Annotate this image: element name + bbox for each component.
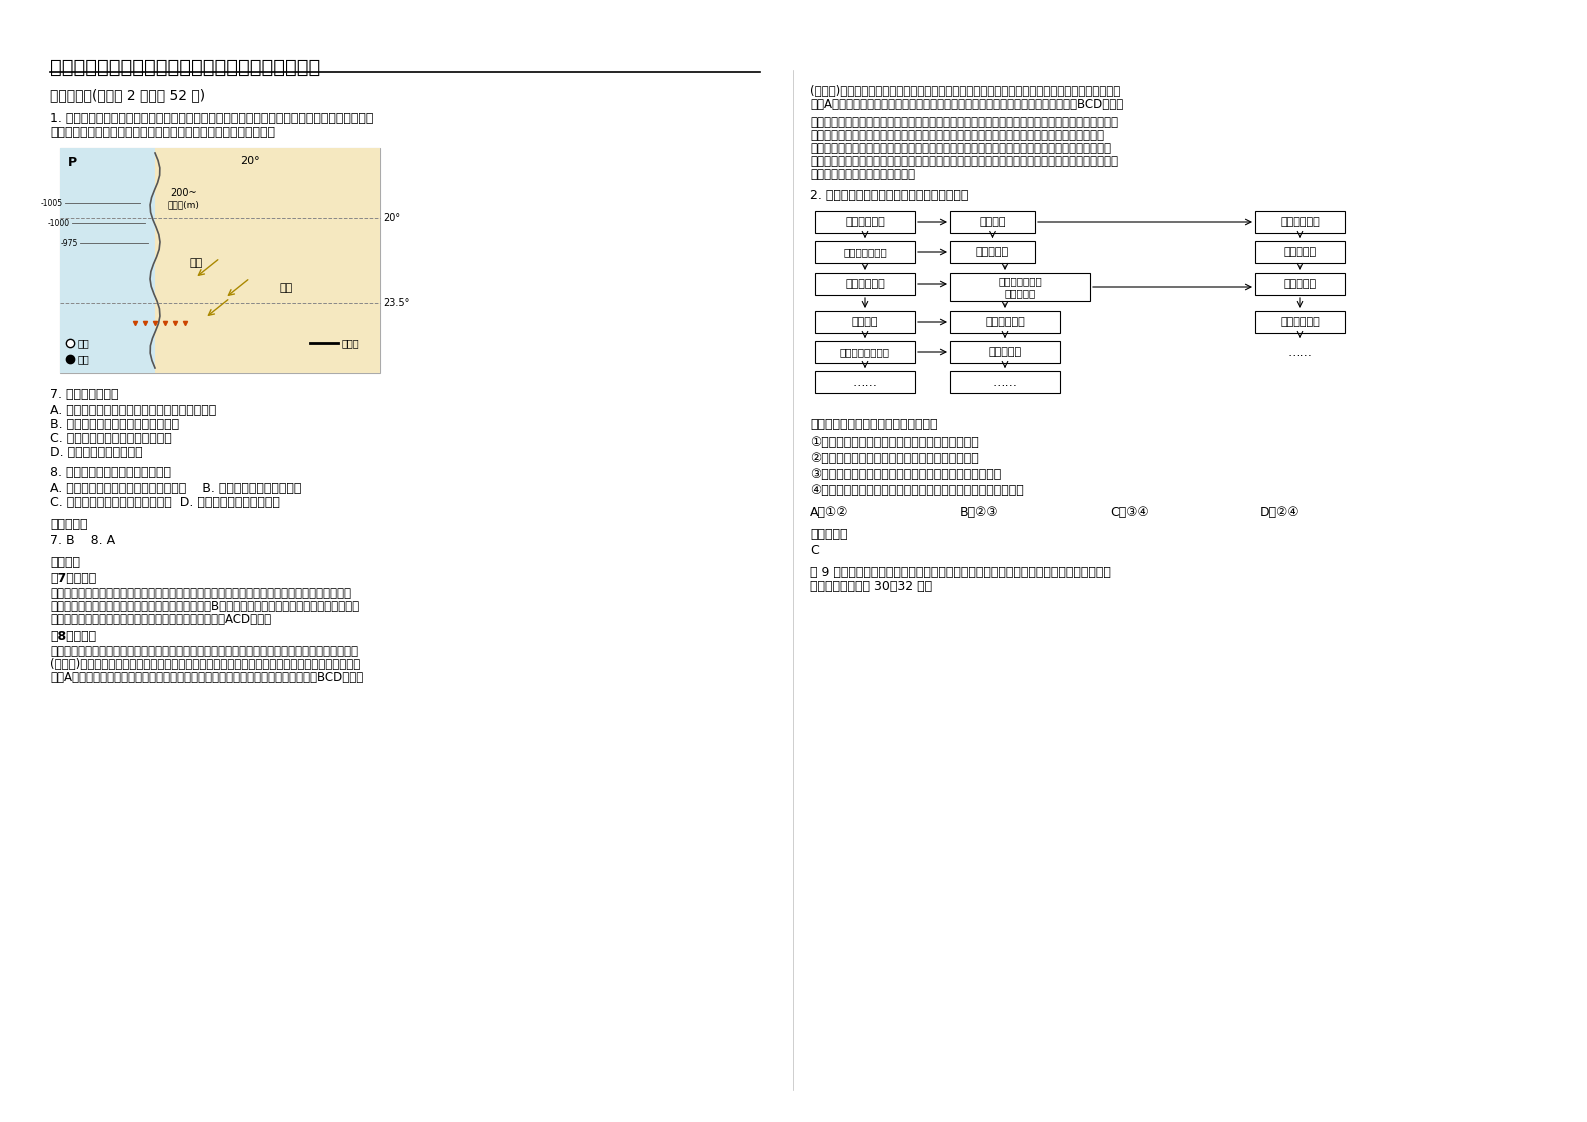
Bar [951, 211, 1035, 233]
Text: B．②③: B．②③ [960, 506, 998, 519]
Text: ……: …… [852, 376, 878, 388]
Text: 类资源丰富，利于火烈鸟的觅食。: 类资源丰富，利于火烈鸟的觅食。 [809, 168, 916, 181]
Text: ④影响奶牛业发展的因素有草原灾害、社会化程度、奶牛品质等: ④影响奶牛业发展的因素有草原灾害、社会化程度、奶牛品质等 [809, 484, 1024, 497]
Bar [951, 311, 1060, 333]
Text: 影响奶牛业发展
的其他因素: 影响奶牛业发展 的其他因素 [998, 276, 1043, 297]
Text: 草原人为灾害: 草原人为灾害 [846, 279, 886, 289]
Text: 7. 倒沙入海的形成: 7. 倒沙入海的形成 [51, 388, 119, 401]
Bar [1255, 211, 1346, 233]
Bar [816, 211, 916, 233]
Text: 200~: 200~ [170, 188, 197, 197]
Text: 海表明流沙是被离岸风吹拂入海的，蔚蓝海洋与火烈鸟表明该地区生态环境较好，沙漠表明该地区: 海表明流沙是被离岸风吹拂入海的，蔚蓝海洋与火烈鸟表明该地区生态环境较好，沙漠表明… [809, 142, 1111, 155]
Text: P: P [68, 156, 78, 169]
Text: 草原资源: 草原资源 [979, 217, 1006, 227]
Text: A. 反映当地水土流失严重，入海河流泥沙含量大: A. 反映当地水土流失严重，入海河流泥沙含量大 [51, 404, 216, 417]
Text: 20°: 20° [240, 156, 260, 166]
Text: (上升流)经过，营养物质为鱼类提供丰富饵料，火烈鸟以捕食鱼类为主，鱼类丰富吸引火烈鸟聚集。: (上升流)经过，营养物质为鱼类提供丰富饵料，火烈鸟以捕食鱼类为主，鱼类丰富吸引火… [809, 85, 1120, 98]
Text: A. 沿岸有上升流，鱼类丰富，利于觅食    B. 倒沙入海，营养物质丰富: A. 沿岸有上升流，鱼类丰富，利于觅食 B. 倒沙入海，营养物质丰富 [51, 482, 302, 495]
Text: 奶牛业的发展: 奶牛业的发展 [1281, 217, 1320, 227]
Bar [60, 148, 379, 373]
Bar [816, 273, 916, 295]
Bar [951, 371, 1060, 393]
Bar [951, 273, 1090, 301]
Bar [816, 341, 916, 364]
Text: 国界线: 国界线 [343, 338, 360, 348]
Text: -1000: -1000 [48, 219, 70, 228]
Text: 首都: 首都 [78, 355, 90, 364]
Text: 草原自然灾害: 草原自然灾害 [846, 217, 886, 227]
Text: ①过度放牧，使奶牛数量增多，促进奶牛业的发展: ①过度放牧，使奶牛数量增多，促进奶牛业的发展 [809, 436, 979, 449]
Text: 关于我国奶牛业发展的叙述，正确的是: 关于我国奶牛业发展的叙述，正确的是 [809, 419, 938, 431]
Text: 牧草、牲畜: 牧草、牲畜 [976, 247, 1009, 257]
Text: 沙漠: 沙漠 [279, 283, 294, 293]
Text: 变化图。读图回答 30～32 题。: 变化图。读图回答 30～32 题。 [809, 580, 932, 594]
Text: 参考答案：: 参考答案： [809, 528, 847, 541]
Text: (上升流)经过，营养物质为鱼类提供丰富饵料，火烈鸟以捕食鱼类为主，鱼类丰富吸引火烈鸟聚集。: (上升流)经过，营养物质为鱼类提供丰富饵料，火烈鸟以捕食鱼类为主，鱼类丰富吸引火… [51, 657, 360, 671]
Text: 社会化程度低: 社会化程度低 [986, 318, 1025, 327]
Text: C. 主要与当地高原广布的地形有关: C. 主要与当地高原广布的地形有关 [51, 432, 171, 445]
Text: 【分析】: 【分析】 [51, 557, 79, 569]
Text: D. 是人类填海造陆的结果: D. 是人类填海造陆的结果 [51, 447, 143, 459]
Text: 鼠草、乱采、乱挖: 鼠草、乱采、乱挖 [840, 347, 890, 357]
Text: 【点拨】考察区域定位的能力和区域特征的掌握与分析，从图中的经纬度和国家轮廓特征可以判断该: 【点拨】考察区域定位的能力和区域特征的掌握与分析，从图中的经纬度和国家轮廓特征可… [809, 116, 1117, 129]
Text: 飞泻入海，上万只火烈鸟聚集在附近的浅滩上。据此完成下列各题。: 飞泻入海，上万只火烈鸟聚集在附近的浅滩上。据此完成下列各题。 [51, 126, 275, 139]
Text: D．②④: D．②④ [1260, 506, 1300, 519]
Text: 的气候干旱，动物（鱼类、鸟类）的集聚主要是为了食物，根据该地区的地理位置，可判断该地区鱼: 的气候干旱，动物（鱼类、鸟类）的集聚主要是为了食物，根据该地区的地理位置，可判断… [809, 155, 1117, 168]
Text: 布，又由于此处吹离岸风，故而形成这种奇景。故选B。当地气候干旱，水土流失并不严重，与当地: 布，又由于此处吹离岸风，故而形成这种奇景。故选B。当地气候干旱，水土流失并不严重… [51, 600, 359, 613]
Text: 奶牛的数量: 奶牛的数量 [1284, 247, 1317, 257]
Text: C: C [809, 544, 819, 557]
Text: -975: -975 [60, 239, 78, 248]
Text: 图 9 为我国三个流域水灾受灾比（受水灾的县域个数与总县域个数的比值）多年平均的月: 图 9 为我国三个流域水灾受灾比（受水灾的县域个数与总县域个数的比值）多年平均的… [809, 565, 1111, 579]
Text: ③奶牛业的过度发展，会加剧草原人为灾害对草原的破坏: ③奶牛业的过度发展，会加剧草原人为灾害对草原的破坏 [809, 468, 1001, 481]
Text: 23.5°: 23.5° [382, 298, 409, 309]
Text: 1. 下图所示，为某国西部海岸地区可观赏倒沙入海奇景：红色沙漠依傍着蔚蓝的海洋，滚滚沙流: 1. 下图所示，为某国西部海岸地区可观赏倒沙入海奇景：红色沙漠依傍着蔚蓝的海洋，… [51, 112, 373, 125]
Text: 参考答案：: 参考答案： [51, 518, 87, 531]
Text: 20°: 20° [382, 213, 400, 223]
Bar [816, 241, 916, 263]
Text: A．①②: A．①② [809, 506, 849, 519]
Text: 故选A。倒沙入海并不一定带来丰富营养物质，主要是洋流的影响，和气候地势无关，BCD错误。: 故选A。倒沙入海并不一定带来丰富营养物质，主要是洋流的影响，和气候地势无关，BC… [809, 98, 1124, 111]
Bar [60, 148, 156, 373]
Text: 雪、火、水、旱: 雪、火、水、旱 [843, 247, 887, 257]
Text: C．③④: C．③④ [1109, 506, 1149, 519]
Text: 高原广布的地形无关，无法判断是人类填海造陆的结果，ACD错误。: 高原广布的地形无关，无法判断是人类填海造陆的结果，ACD错误。 [51, 613, 271, 626]
Text: 8. 附近浅滩火烈鸟聚集是由于该地: 8. 附近浅滩火烈鸟聚集是由于该地 [51, 466, 171, 479]
Text: ……: …… [1287, 346, 1312, 359]
Text: -1005: -1005 [41, 199, 63, 208]
Text: 2. 读自然灾害与中国奶牛业发展示意图，回答: 2. 读自然灾害与中国奶牛业发展示意图，回答 [809, 188, 968, 202]
Bar [1255, 273, 1346, 295]
Text: 福建省福州市智华民族中学高二地理月考试题含解析: 福建省福州市智华民族中学高二地理月考试题含解析 [51, 58, 321, 77]
Text: C. 气候较同纬地区温暖，利于繁殖  D. 沿海地势低平，利于筑巢: C. 气候较同纬地区温暖，利于繁殖 D. 沿海地势低平，利于筑巢 [51, 496, 279, 509]
Bar [951, 241, 1035, 263]
Bar [816, 311, 916, 333]
Bar [156, 148, 379, 373]
Bar [816, 371, 916, 393]
Text: 过度放牧: 过度放牧 [852, 318, 878, 327]
Text: 渔场: 渔场 [190, 258, 203, 268]
Bar [1255, 311, 1346, 333]
Text: 故选A。倒沙入海并不一定带来丰富营养物质，主要是洋流的影响，和气候地势无关，BCD错误。: 故选A。倒沙入海并不一定带来丰富营养物质，主要是洋流的影响，和气候地势无关，BC… [51, 671, 363, 684]
Text: 图示地区位副热带高气压带和信风带控制区，盛行下沉气流，气候干燥，为热带沙漠气候，沙漠广: 图示地区位副热带高气压带和信风带控制区，盛行下沉气流，气候干燥，为热带沙漠气候，… [51, 587, 351, 600]
Text: ……: …… [992, 376, 1017, 388]
Text: 资本的投入量: 资本的投入量 [1281, 318, 1320, 327]
Text: 【8题详解】: 【8题详解】 [51, 629, 97, 643]
Bar [951, 341, 1060, 364]
Text: 港口: 港口 [78, 338, 90, 348]
Text: 等高线(m): 等高线(m) [168, 200, 200, 209]
Text: B. 反映了当地气候干旱并盛行离岸风: B. 反映了当地气候干旱并盛行离岸风 [51, 419, 179, 431]
Text: 一、选择题(每小题 2 分，共 52 分): 一、选择题(每小题 2 分，共 52 分) [51, 88, 205, 102]
Text: 奶牛品质差: 奶牛品质差 [989, 347, 1022, 357]
Text: 该地位于非洲西海岸，地处东南信风带内，风向由陆地吹向海洋，盛行离岸风，且此处有本格拉寒流: 该地位于非洲西海岸，地处东南信风带内，风向由陆地吹向海洋，盛行离岸风，且此处有本… [51, 645, 359, 657]
Text: 7. B    8. A: 7. B 8. A [51, 534, 116, 548]
Bar [1255, 241, 1346, 263]
Text: ②乱采、乱挖，导致鼠害猖獗，制约奶牛业的发展: ②乱采、乱挖，导致鼠害猖獗，制约奶牛业的发展 [809, 452, 979, 465]
Text: 国是非洲的纳米比亚，可以通过排除的方法完整做题。解答本题，根据材料信息滚滚沙流飞泻入: 国是非洲的纳米比亚，可以通过排除的方法完整做题。解答本题，根据材料信息滚滚沙流飞… [809, 129, 1105, 142]
Text: 牛奶的质量: 牛奶的质量 [1284, 279, 1317, 289]
Text: 【7题详解】: 【7题详解】 [51, 572, 97, 585]
